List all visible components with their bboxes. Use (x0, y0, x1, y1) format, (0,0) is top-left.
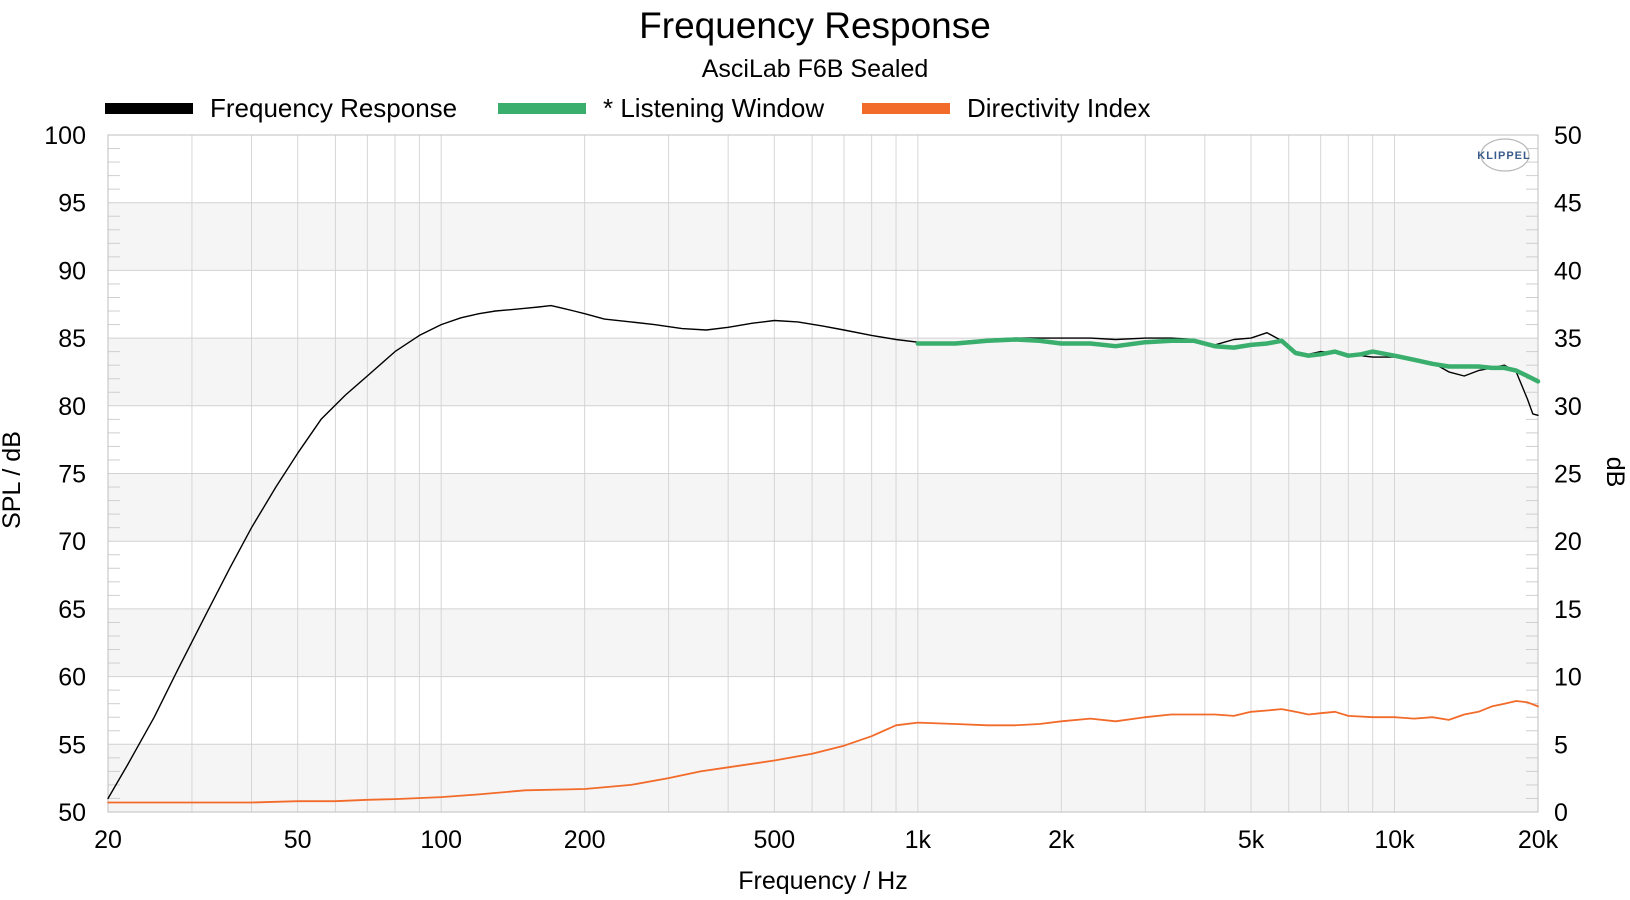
plot-frame (107, 134, 1539, 813)
legend-label-listening-window: * Listening Window (603, 93, 824, 123)
x-tick-label: 5k (1238, 826, 1265, 854)
legend-label-frequency-response: Frequency Response (210, 93, 457, 123)
y2-tick-label: 5 (1554, 731, 1568, 759)
background-band (108, 608, 1538, 677)
y2-tick-label: 0 (1554, 799, 1568, 827)
background-band (108, 202, 1538, 271)
x-tick-label: 1k (905, 826, 932, 854)
y2-axis-label: dB (1601, 457, 1629, 488)
y-axis-label: SPL / dB (0, 431, 26, 529)
x-tick-label: 200 (564, 826, 606, 854)
plot-background-bands (108, 202, 1538, 812)
tick-labels: 20 50 100 200 500 1k 2k 5k 10k 20k505560657075808… (44, 122, 1582, 854)
y2-tick-label: 10 (1554, 664, 1582, 692)
y-tick-label: 95 (58, 190, 86, 218)
y-tick-label: 90 (58, 257, 86, 285)
y2-tick-label: 50 (1554, 122, 1582, 150)
background-band (108, 338, 1538, 406)
legend-label-directivity-index: Directivity Index (967, 93, 1151, 123)
y2-tick-label: 30 (1554, 393, 1582, 421)
y2-tick-label: 25 (1554, 461, 1582, 489)
x-tick-label: 50 (284, 826, 312, 854)
legend-swatch-directivity-index (862, 103, 950, 114)
series-line-frequency-response (107, 304, 1539, 800)
legend: Frequency Response * Listening Window Dire… (105, 93, 1151, 123)
klippel-logo: KLIPPEL (1477, 138, 1530, 172)
y-tick-label: 85 (58, 325, 86, 353)
grid-lines (107, 134, 1539, 813)
y2-tick-label: 35 (1554, 325, 1582, 353)
background-band (108, 473, 1538, 542)
y2-tick-label: 45 (1554, 190, 1582, 218)
y-tick-label: 60 (58, 664, 86, 692)
x-axis-label: Frequency / Hz (738, 867, 908, 895)
x-tick-label: 10k (1374, 826, 1415, 854)
y-tick-label: 80 (58, 393, 86, 421)
series-line-listening-window (915, 337, 1541, 384)
legend-swatch-listening-window (498, 103, 586, 114)
y2-tick-label: 15 (1554, 596, 1582, 624)
x-tick-label: 500 (753, 826, 795, 854)
series-layer (107, 304, 1541, 804)
y2-tick-label: 20 (1554, 528, 1582, 556)
chart-title: Frequency Response (639, 5, 991, 46)
klippel-logo-text: KLIPPEL (1477, 150, 1530, 162)
y-tick-label: 50 (58, 799, 86, 827)
y2-tick-label: 40 (1554, 257, 1582, 285)
y-tick-label: 100 (44, 122, 86, 150)
legend-swatch-frequency-response (105, 103, 193, 114)
y-tick-label: 70 (58, 528, 86, 556)
x-tick-label: 2k (1048, 826, 1075, 854)
y-tick-label: 55 (58, 731, 86, 759)
y-tick-label: 65 (58, 596, 86, 624)
y-tick-label: 75 (58, 461, 86, 489)
x-tick-label: 20k (1518, 826, 1559, 854)
chart-subtitle: AsciLab F6B Sealed (702, 55, 929, 83)
series-line-directivity-index (107, 700, 1539, 804)
x-tick-label: 100 (420, 826, 462, 854)
x-tick-label: 20 (94, 826, 122, 854)
